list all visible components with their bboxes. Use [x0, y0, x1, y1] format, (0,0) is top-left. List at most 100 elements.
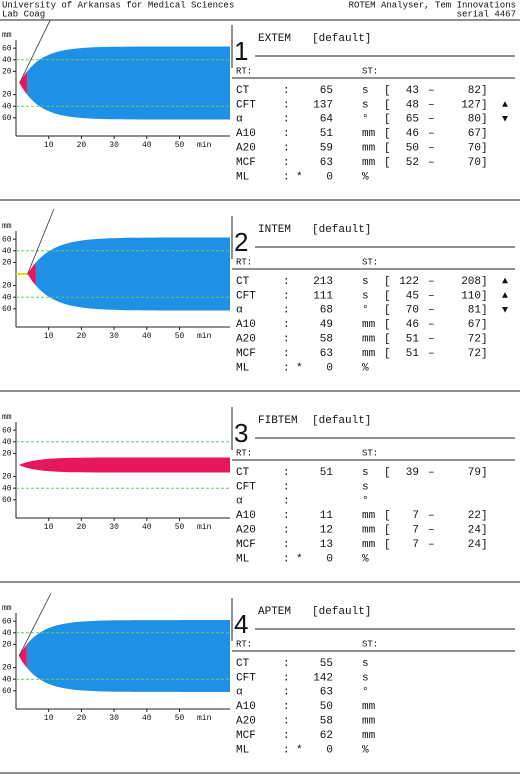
colon: :: [283, 553, 290, 565]
x-tick-label: 50: [175, 523, 185, 532]
star: *: [296, 362, 303, 374]
range-open: [: [384, 510, 391, 522]
range-open: [: [384, 143, 391, 155]
colon: :: [283, 658, 290, 670]
range-low: 39: [406, 467, 419, 479]
test-name: FIBTEM: [258, 415, 298, 427]
range-low: 46: [406, 128, 419, 140]
range-low: 45: [406, 290, 419, 302]
param-value: 63: [320, 348, 333, 360]
param-value: 11: [320, 510, 334, 522]
range-high: 81: [468, 305, 482, 317]
range-close: ]: [481, 99, 488, 111]
test-name: EXTEM: [258, 33, 291, 45]
param-value: 62: [320, 730, 333, 742]
range-open: [: [384, 157, 391, 169]
y-tick-label: 40: [2, 247, 12, 256]
range-low: 122: [399, 276, 419, 288]
y-tick-label: 60: [2, 114, 12, 123]
y-tick-label: 60: [2, 496, 12, 505]
range-dash: –: [428, 290, 435, 302]
range-flag: ▲: [502, 277, 508, 288]
param-label: CFT: [236, 672, 256, 684]
range-dash: –: [428, 525, 435, 537]
range-open: [: [384, 99, 391, 111]
range-high: 127: [461, 99, 481, 111]
param-value: 64: [320, 114, 334, 126]
range-close: ]: [481, 290, 488, 302]
param-value: 59: [320, 143, 333, 155]
st-label: ST:: [362, 66, 378, 76]
y-tick-label: 20: [2, 259, 12, 268]
colon: :: [283, 362, 290, 374]
range-low: 43: [406, 85, 419, 97]
param-label: CFT: [236, 290, 256, 302]
y-tick-label: 60: [2, 617, 12, 626]
param-unit: mm: [362, 525, 376, 537]
range-close: ]: [481, 305, 488, 317]
param-unit: mm: [362, 716, 376, 728]
lab: Lab Coag: [2, 9, 45, 19]
param-label: A20: [236, 525, 256, 537]
colon: :: [283, 157, 290, 169]
param-unit: mm: [362, 334, 376, 346]
range-flag: ▼: [502, 114, 508, 125]
x-tick-label: 30: [109, 714, 119, 723]
x-tick-label: 10: [44, 141, 54, 150]
test-setting: [default]: [312, 224, 371, 236]
param-label: ML: [236, 171, 249, 183]
range-dash: –: [428, 348, 435, 360]
range-low: 7: [412, 510, 419, 522]
param-label: CFT: [236, 481, 256, 493]
x-unit: min: [197, 714, 212, 723]
y-tick-label: 60: [2, 44, 12, 53]
range-close: ]: [481, 276, 488, 288]
colon: :: [283, 276, 290, 288]
range-open: [: [384, 305, 391, 317]
param-label: ML: [236, 362, 249, 374]
param-unit: s: [362, 290, 369, 302]
range-high: 110: [461, 290, 481, 302]
y-tick-label: 40: [2, 629, 12, 638]
param-label: CT: [236, 658, 250, 670]
range-low: 51: [406, 334, 420, 346]
range-close: ]: [481, 85, 488, 97]
firm-clot: [35, 237, 231, 311]
range-open: [: [384, 525, 391, 537]
param-label: CT: [236, 276, 250, 288]
y-tick-label: 20: [2, 91, 12, 100]
param-unit: s: [362, 672, 369, 684]
param-label: A10: [236, 319, 256, 331]
param-value: 55: [320, 658, 333, 670]
y-unit: mm: [2, 604, 12, 613]
range-high: 67: [468, 128, 481, 140]
param-value: 63: [320, 687, 333, 699]
x-tick-label: 20: [77, 332, 87, 341]
param-unit: mm: [362, 539, 376, 551]
colon: :: [283, 744, 290, 756]
range-open: [: [384, 467, 391, 479]
range-open: [: [384, 276, 391, 288]
test-number: 2: [234, 227, 248, 257]
x-unit: min: [197, 523, 212, 532]
range-flag: ▲: [502, 100, 508, 111]
x-tick-label: 50: [175, 141, 185, 150]
serial: serial 4467: [457, 9, 516, 19]
x-tick-label: 40: [142, 332, 152, 341]
y-tick-label: 60: [2, 426, 12, 435]
test-name: APTEM: [258, 606, 291, 618]
colon: :: [283, 319, 290, 331]
param-unit: mm: [362, 143, 376, 155]
test-number: 1: [234, 36, 248, 66]
range-close: ]: [481, 539, 488, 551]
range-dash: –: [428, 319, 435, 331]
range-open: [: [384, 348, 391, 360]
colon: :: [283, 510, 290, 522]
x-tick-label: 40: [142, 141, 152, 150]
x-tick-label: 10: [44, 332, 54, 341]
test-setting: [default]: [312, 415, 371, 427]
range-dash: –: [428, 143, 435, 155]
range-close: ]: [481, 143, 488, 155]
range-close: ]: [481, 510, 488, 522]
